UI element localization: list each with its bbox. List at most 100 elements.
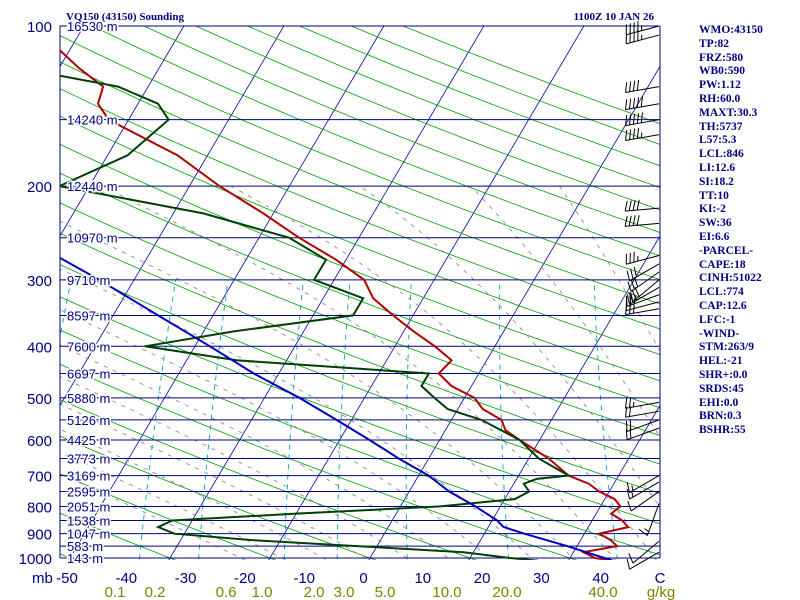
temperature-tick-label: -40 [115, 570, 137, 587]
wind-barb [624, 215, 660, 227]
wind-barb-half [631, 485, 634, 491]
mixing-ratio-tick-label: 20.0 [492, 584, 521, 600]
height-label: 5126 m [67, 413, 110, 428]
dry-adiabat-line [60, 88, 660, 330]
wind-barb [627, 491, 660, 512]
height-label: 12440 m [67, 179, 118, 194]
wind-barb-staff [629, 263, 660, 282]
mixing-ratio-tick-label: 10.0 [432, 584, 461, 600]
height-label: 5880 m [67, 391, 110, 406]
wind-barb-staff [629, 481, 660, 500]
index-line: LFC:-1 [699, 313, 736, 326]
wind-barb-flag [632, 113, 636, 125]
wind-barb-flag [636, 113, 640, 124]
wind-barb-flag [636, 80, 640, 91]
dry-adiabat-line [60, 329, 660, 556]
wind-barb-flag [638, 528, 648, 536]
wind-barb-staff [625, 308, 660, 316]
wind-barb [638, 503, 660, 536]
index-line: HEL:-21 [699, 355, 743, 368]
wind-barb-flag [636, 215, 640, 226]
height-label: 14240 m [67, 113, 118, 128]
height-label: 7600 m [67, 339, 110, 354]
wind-barb-flag [628, 129, 632, 140]
wind-barb-flag [627, 281, 632, 292]
wind-barb-half [632, 308, 635, 314]
wind-barb-staff [626, 294, 660, 307]
wind-barb-flag [625, 429, 628, 440]
mixing-ratio-line [138, 279, 177, 560]
wind-barb [626, 263, 660, 282]
wind-barb [625, 427, 660, 441]
index-line: SHR+:0.0 [699, 368, 748, 381]
wind-barb-flag [628, 553, 634, 564]
temperature-tick-label: C [655, 570, 666, 587]
wind-barb-flag [636, 127, 640, 139]
height-label: 8597 m [67, 308, 110, 323]
wind-barb-staff [626, 255, 660, 265]
mixing-ratio-tick-label: 2.0 [304, 584, 325, 600]
mixing-ratio-line [405, 279, 412, 560]
mixing-ratio-line [198, 279, 229, 560]
height-label: 583 m [67, 539, 103, 554]
wind-barb-staff [629, 475, 660, 494]
wind-barb-flag [628, 397, 632, 408]
wind-barb-staff [625, 103, 660, 111]
index-line: FRZ:580 [699, 51, 744, 64]
height-label: 9710 m [67, 273, 110, 288]
wind-barb-flag [626, 558, 631, 570]
isotherm-line [68, 26, 385, 560]
dry-adiabat-line [60, 202, 660, 436]
wind-barb-flag [630, 279, 635, 290]
height-label: 1538 m [67, 513, 110, 528]
wind-barb-flag [625, 99, 628, 110]
wind-barb [626, 475, 660, 494]
parcel-line [60, 256, 614, 560]
wind-barb-flag [628, 200, 632, 211]
temperature-tick-label: 10 [414, 570, 431, 587]
wind-barb-flag [636, 199, 640, 211]
index-line: LI:12.6 [699, 161, 736, 174]
dry-adiabat-line [60, 296, 660, 525]
mixing-ratio-line [0, 280, 10, 570]
wind-barb [625, 30, 660, 45]
wind-barb-staff [625, 410, 660, 418]
index-line: CINH:51022 [699, 272, 762, 285]
dry-adiabat-lines [60, 26, 660, 560]
stability-indices-panel: WMO:43150 TP:82 FRZ:580 WB0:590 PW:1.12 RH:60… [699, 24, 799, 438]
wind-barb [625, 96, 660, 111]
dry-adiabat-line [60, 363, 578, 560]
dewpoint-line [60, 74, 572, 560]
wind-barb-flag [630, 268, 634, 280]
wind-barb-flag [640, 96, 643, 107]
moist-adiabat-lines [60, 185, 660, 560]
pressure-tick-label: 900 [27, 527, 52, 544]
dry-adiabat-line [60, 232, 660, 465]
temperature-tick-label: -50 [56, 570, 78, 587]
pressure-tick-label: 200 [27, 179, 52, 196]
mixing-ratio-tick-label: 0.1 [105, 584, 126, 600]
index-line: TT:10 [699, 189, 729, 202]
index-line: WMO:43150 [699, 24, 763, 36]
wind-barb-flag [628, 215, 632, 227]
wind-barb [628, 540, 660, 564]
index-line: EHI:0.0 [699, 396, 739, 409]
isotherm-line [60, 26, 285, 407]
mixing-ratio-unit: g/kg [647, 584, 675, 600]
pressure-tick-label: 300 [27, 273, 52, 290]
wind-barb-staff [626, 419, 660, 432]
isotherm-line [60, 26, 185, 237]
wind-barb-staff [626, 427, 660, 441]
wind-barb-flag [625, 406, 628, 418]
dry-adiabat-line [60, 172, 660, 409]
wind-barb-staff [625, 401, 660, 409]
wind-barb-staff [625, 119, 660, 127]
temperature-tick-label: 0 [359, 570, 367, 587]
temperature-tick-label: -10 [293, 570, 315, 587]
mixing-ratio-tick-label: 0.2 [145, 584, 166, 600]
wind-barb-staff [629, 551, 660, 570]
dry-adiabat-line [60, 264, 660, 494]
wind-barb [625, 127, 660, 141]
wind-barb-flag [632, 97, 636, 109]
pressure-tick-label: 400 [27, 339, 52, 356]
